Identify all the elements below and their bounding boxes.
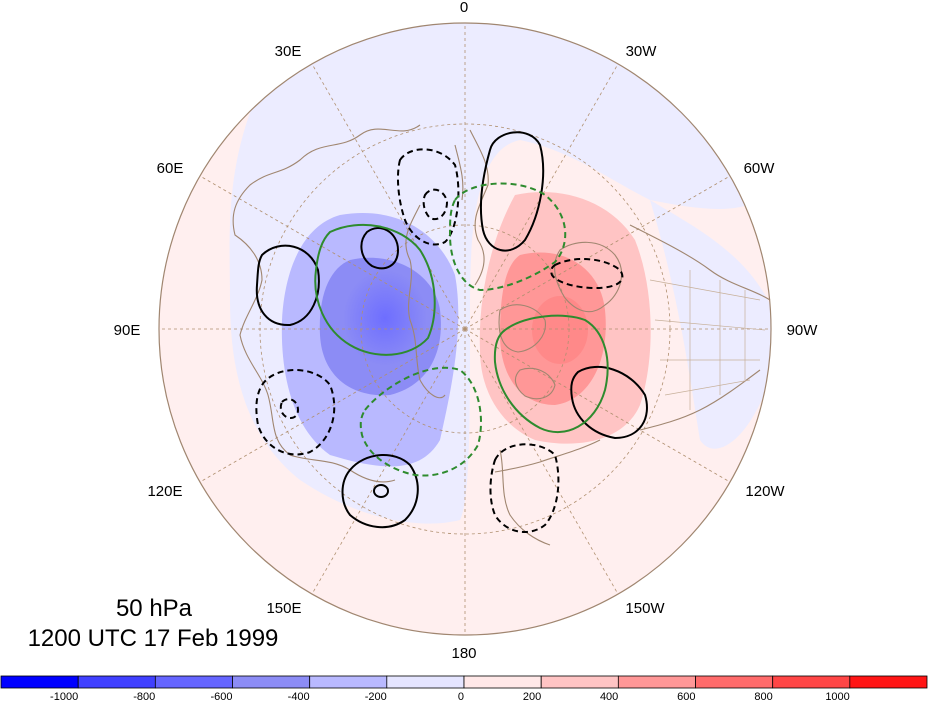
colorbar-tick-label: 800 <box>754 691 772 702</box>
meridian-line <box>199 328 466 483</box>
meridian-line <box>311 328 466 595</box>
contours-green <box>314 182 609 477</box>
contour-solid-southeast <box>570 365 648 440</box>
coastline-arctic-siberia <box>405 204 446 399</box>
coastline-europe-asia <box>232 124 421 483</box>
contour-dashed-east <box>550 258 624 290</box>
coastline-scandinavia <box>454 129 489 286</box>
colorbar-swatch <box>849 675 928 689</box>
coastline-canada-arctic <box>498 304 556 400</box>
colorbar-swatch <box>540 675 619 689</box>
lon-label-180: 180 <box>451 645 476 662</box>
lon-label-60w: 60W <box>744 160 776 177</box>
colorbar-swatch <box>0 675 79 689</box>
meridian-line <box>464 328 731 483</box>
colorbar-swatch <box>617 675 696 689</box>
colorbar-swatch <box>77 675 156 689</box>
colorbar-swatch <box>154 675 233 689</box>
contour-green-solid-east <box>493 314 609 434</box>
lon-label-30w: 30W <box>626 43 658 60</box>
negative-anomaly-core <box>343 270 427 366</box>
colorbar-tick-label: 400 <box>600 691 618 702</box>
colorbar-tick-label: -1000 <box>50 691 78 702</box>
colorbar-tick-label: 1000 <box>825 691 849 702</box>
colorbar-swatch <box>232 675 311 689</box>
level-title: 50 hPa <box>116 595 193 622</box>
coastlines <box>232 124 771 546</box>
coastline-north-america <box>494 224 771 473</box>
lon-label-150e: 150E <box>266 600 301 617</box>
contour-solid-small <box>373 484 389 498</box>
lon-label-60e: 60E <box>157 160 184 177</box>
colorbar-tick-label: -800 <box>133 691 155 702</box>
colorbar-tick-label: -400 <box>288 691 310 702</box>
lon-label-120w: 120W <box>745 483 785 500</box>
meridian-line <box>464 175 731 330</box>
contour-dashed-north-inner <box>422 188 449 221</box>
contour-solid-inner <box>360 227 400 270</box>
positive-anomaly-core <box>532 296 588 364</box>
colorbar-swatch <box>463 675 542 689</box>
colorbar-tick-label: 600 <box>677 691 695 702</box>
colorbar-tick-label: 0 <box>458 691 464 702</box>
lon-label-30e: 30E <box>275 43 302 60</box>
coastline-alaska-pacific <box>499 449 551 546</box>
contour-green-dashed-south <box>359 366 482 477</box>
contour-solid-south <box>341 453 419 529</box>
colorbar: -1000 -800 -600 -400 -200 0 200 400 600 800 1000 <box>0 675 928 702</box>
contour-dashed-west-inner <box>279 398 300 419</box>
colorbar-tick-label: 200 <box>523 691 541 702</box>
colorbar-swatch <box>772 675 851 689</box>
meridian-line <box>311 63 466 330</box>
lon-label-90e: 90E <box>114 322 141 339</box>
longitude-labels: 0 30W 60W 90W 120W 150W 180 150E 120E 90… <box>114 0 819 662</box>
meridian-line <box>199 175 466 330</box>
north-america-borders <box>649 270 766 410</box>
contour-solid-north <box>479 131 545 252</box>
lon-label-150w: 150W <box>625 600 665 617</box>
map-disk <box>158 22 772 636</box>
contour-green-dashed-north <box>448 182 567 292</box>
contour-green-solid-west <box>314 223 436 356</box>
colorbar-tick-label: -600 <box>210 691 232 702</box>
contour-solid-west <box>255 244 320 327</box>
contours-dashed-black <box>255 148 624 533</box>
contour-dashed-south <box>489 443 560 533</box>
colorbar-swatch <box>386 675 465 689</box>
contours-solid-black <box>255 131 648 529</box>
coastline-greenland <box>554 241 623 313</box>
lon-label-0: 0 <box>460 0 468 16</box>
lon-label-120e: 120E <box>147 483 182 500</box>
colorbar-swatch <box>695 675 774 689</box>
negative-anomaly-east <box>650 200 771 449</box>
contour-dashed-north <box>396 148 460 246</box>
colorbar-tick-label: -200 <box>365 691 387 702</box>
colorbar-swatch <box>309 675 388 689</box>
disk-border <box>158 22 772 636</box>
lon-label-90w: 90W <box>787 322 819 339</box>
time-title: 1200 UTC 17 Feb 1999 <box>28 625 279 652</box>
